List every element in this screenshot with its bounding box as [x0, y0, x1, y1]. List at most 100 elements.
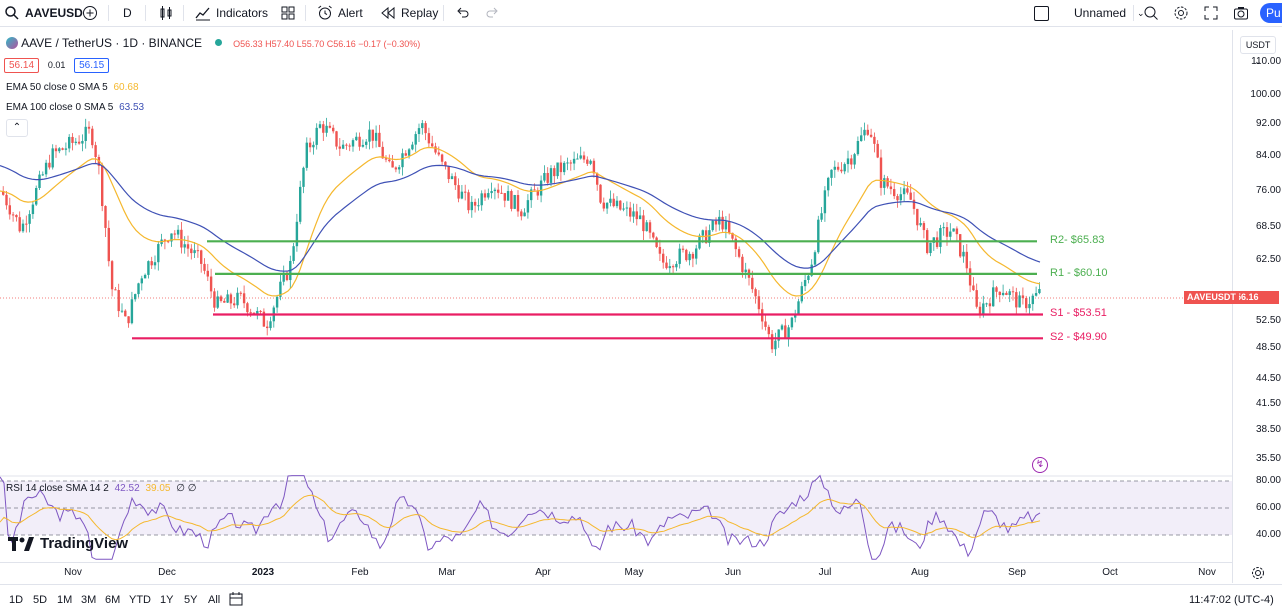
chart-pane[interactable]	[0, 30, 1232, 583]
ask-price[interactable]: 56.15	[74, 58, 110, 73]
last-price-tag: 56.16	[1233, 291, 1279, 304]
redo-icon	[486, 7, 498, 18]
candle-body	[563, 162, 566, 173]
candle-body	[579, 155, 582, 159]
alert-button[interactable]: Alert	[317, 0, 363, 26]
candle-body	[533, 189, 536, 191]
candle-body	[962, 251, 965, 257]
layout-checkbox[interactable]	[1034, 5, 1049, 21]
clock[interactable]: 11:47:02 (UTC-4)	[1189, 594, 1274, 606]
ema100-legend[interactable]: EMA 100 close 0 SMA 5 63.53	[6, 102, 144, 113]
currency-button[interactable]: USDT ⌄	[1240, 36, 1276, 66]
range-button-1d[interactable]: 1D	[9, 594, 24, 606]
time-tick: Nov	[64, 567, 82, 578]
candle-body	[876, 143, 879, 158]
candle-body	[401, 153, 404, 168]
candle-body	[41, 174, 44, 176]
indicators-icon	[195, 7, 210, 21]
gear-icon	[1174, 6, 1188, 20]
range-button-5d[interactable]: 5D	[33, 594, 48, 606]
candle-body	[74, 141, 77, 143]
chart-canvas[interactable]	[0, 30, 1232, 583]
undo-button[interactable]	[455, 0, 471, 26]
candle-body	[728, 221, 731, 233]
interval-button[interactable]: D	[123, 0, 132, 26]
candle-body	[988, 303, 992, 307]
currency-label: USDT	[1245, 40, 1271, 50]
candle-body	[873, 136, 876, 144]
ema50-legend[interactable]: EMA 50 close 0 SMA 5 60.68	[6, 82, 139, 93]
plus-circle-icon	[83, 6, 97, 20]
candle-body	[335, 131, 338, 147]
candle-body	[902, 188, 906, 195]
candle-body	[500, 192, 503, 194]
redo-button[interactable]	[484, 0, 500, 26]
candle-body	[668, 266, 671, 269]
bid-price[interactable]: 56.14	[4, 58, 40, 73]
candle-body	[104, 206, 107, 228]
layout-menu[interactable]: Unnamed ⌄	[1034, 0, 1145, 26]
range-button-5y[interactable]: 5Y	[184, 594, 198, 606]
range-button-all[interactable]: All	[208, 594, 221, 606]
price-tick: 35.50	[1255, 453, 1281, 464]
range-button-1y[interactable]: 1Y	[160, 594, 174, 606]
candle-body	[84, 126, 87, 141]
replay-icon	[381, 6, 395, 20]
replay-button[interactable]: Replay	[380, 0, 438, 26]
settings-button[interactable]	[1173, 0, 1189, 26]
candle-body	[553, 168, 556, 177]
candle-body	[1038, 289, 1041, 294]
candle-body	[358, 136, 361, 147]
axis-settings-button[interactable]	[1250, 565, 1266, 584]
candle-body	[223, 300, 226, 303]
candle-body	[893, 189, 896, 197]
s2-level-label: S2 - $49.90	[1050, 331, 1107, 344]
candle-body	[1034, 293, 1038, 296]
candle-body	[678, 248, 681, 264]
candle-body	[757, 296, 761, 310]
chart-type-button[interactable]	[158, 0, 174, 26]
candle-body	[368, 129, 371, 142]
watermark-text: TradingView	[40, 535, 129, 552]
rsi-legend[interactable]: RSI 14 close SMA 14 2 42.52 39.05 ∅ ∅	[6, 483, 196, 494]
candle-body	[506, 191, 510, 201]
candle-body	[770, 334, 774, 350]
range-button-1m[interactable]: 1M	[57, 594, 73, 606]
indicators-button[interactable]: Indicators	[195, 0, 268, 26]
candle-body	[596, 173, 599, 185]
tradingview-logo-icon	[8, 536, 34, 551]
candle-body	[513, 195, 516, 209]
candle-body	[414, 134, 417, 145]
candle-body	[619, 200, 622, 210]
candle-body	[209, 276, 213, 292]
candle-body	[523, 212, 526, 217]
candle-body	[196, 250, 200, 252]
candle-body	[54, 148, 58, 152]
candle-body	[982, 303, 985, 314]
candle-body	[721, 216, 724, 230]
range-button-3m[interactable]: 3M	[81, 594, 97, 606]
collapse-legend-button[interactable]: ⌃	[6, 119, 28, 137]
fullscreen-button[interactable]	[1203, 0, 1219, 26]
lightning-icon[interactable]: ↯	[1032, 457, 1048, 473]
last-price-symbol-tag: AAVEUSDT	[1184, 291, 1239, 304]
time-tick: Aug	[911, 567, 929, 578]
publish-button[interactable]: Pu	[1260, 3, 1282, 23]
time-axis[interactable]: Nov Dec 2023 Feb Mar Apr May Jun Jul Aug Sep Oct Nov	[0, 562, 1232, 584]
candle-body	[325, 125, 328, 133]
symbol-search[interactable]: AAVEUSD	[4, 0, 83, 26]
range-button-ytd[interactable]: YTD	[129, 594, 151, 606]
candle-body	[5, 194, 8, 206]
date-range-button[interactable]	[228, 591, 244, 612]
templates-button[interactable]	[280, 0, 296, 26]
compare-button[interactable]	[82, 0, 98, 26]
candle-body	[695, 248, 698, 259]
tradingview-watermark[interactable]: TradingView	[8, 535, 128, 552]
snapshot-button[interactable]	[1233, 0, 1249, 26]
price-axis[interactable]: USDT ⌄ 110.00 100.00 92.00 84.00 76.00 68.50 6…	[1232, 30, 1282, 583]
rsi-tick: 80.00	[1255, 475, 1281, 486]
quick-search-button[interactable]	[1143, 0, 1159, 26]
candle-body	[833, 166, 836, 170]
candle-body	[711, 220, 714, 231]
range-button-6m[interactable]: 6M	[105, 594, 121, 606]
